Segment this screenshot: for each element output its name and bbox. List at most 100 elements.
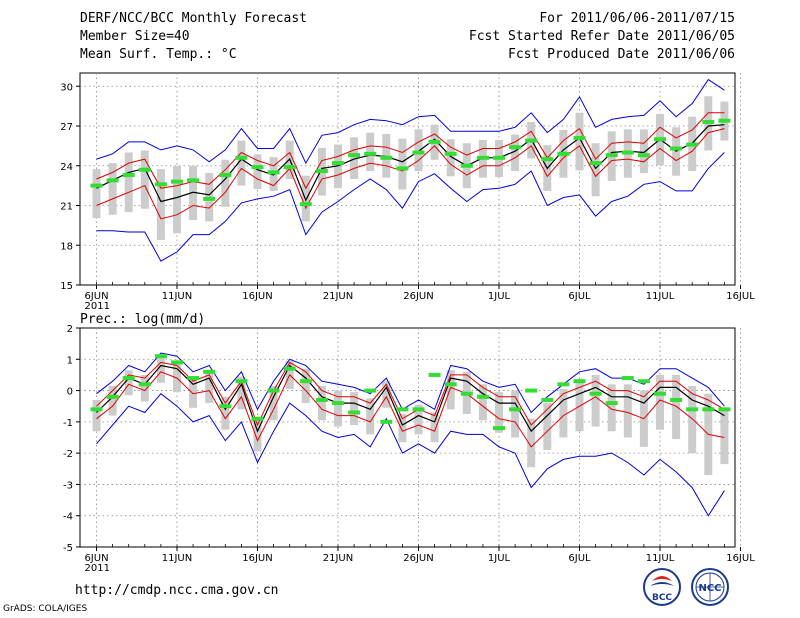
temp-observed-mark	[509, 145, 522, 150]
precip-range-box	[317, 385, 326, 421]
temp-observed-mark	[444, 151, 457, 156]
temp-xtick-label: 6JUL	[568, 291, 591, 302]
temp-observed-mark	[267, 170, 280, 175]
precip-range-box	[269, 385, 278, 421]
temp-xtick-label: 11JUL	[646, 291, 675, 302]
precip-observed-mark	[702, 407, 715, 412]
produced-date: Fcst Produced Date 2011/06/06	[508, 47, 735, 62]
temp-observed-mark	[122, 173, 135, 178]
precip-range-box	[382, 381, 391, 408]
precip-range-box	[124, 370, 133, 396]
temp-xtick-label: 16JUN	[242, 291, 272, 302]
source-url[interactable]: http://cmdp.ncc.cma.gov.cn	[75, 583, 279, 598]
temp-ytick-label: 24	[60, 162, 73, 173]
temp-observed-mark	[90, 183, 103, 188]
temp-observed-mark	[589, 161, 602, 166]
precip-observed-mark	[315, 397, 328, 402]
precip-range-box	[173, 360, 181, 393]
temp-range-box	[124, 152, 133, 213]
precip-upper-spread-line	[96, 361, 725, 427]
precip-observed-mark	[267, 388, 280, 393]
precip-xtick-label: 6JUN	[84, 553, 108, 564]
precip-ytick-label: -2	[63, 449, 73, 460]
temp-observed-mark	[219, 173, 232, 178]
precip-observed-mark	[348, 410, 361, 415]
precip-observed-mark	[589, 391, 602, 396]
precip-observed-mark	[332, 401, 344, 406]
precip-range-box	[221, 396, 230, 430]
precip-observed-mark	[412, 407, 425, 412]
temp-lower-spread-line	[96, 128, 725, 220]
temp-observed-mark	[670, 146, 683, 151]
temp-observed-mark	[718, 118, 731, 123]
temp-xtick-label: 6JUN	[84, 291, 108, 302]
precip-panel-title: Prec.: log(mm/d)	[80, 312, 206, 327]
chart-title: DERF/NCC/BCC Monthly Forecast	[80, 11, 307, 26]
temp-observed-mark	[332, 161, 344, 166]
precip-ensemble-mean-line	[96, 364, 725, 433]
temp-range-box	[575, 112, 584, 171]
precip-range-box	[623, 384, 632, 438]
member-size-label: Member Size=40	[80, 29, 190, 44]
temp-observed-mark	[154, 182, 167, 187]
precip-range-box	[350, 392, 359, 425]
temp-range-box	[140, 150, 149, 209]
precip-ytick-label: 2	[67, 324, 73, 335]
precip-xtick-year: 2011	[85, 563, 110, 574]
precip-observed-mark	[171, 360, 183, 365]
precip-observed-mark	[476, 394, 489, 399]
precip-range-box	[575, 379, 584, 432]
precip-xtick-label: 21JUN	[323, 553, 353, 564]
temp-range-box	[173, 165, 181, 234]
temp-observed-mark	[235, 155, 248, 160]
precip-range-box	[92, 399, 101, 432]
temp-observed-mark	[412, 150, 425, 155]
temp-observed-mark	[476, 155, 489, 160]
precip-observed-mark	[299, 379, 312, 384]
temp-observed-mark	[299, 202, 312, 207]
precip-ytick-label: -4	[63, 512, 73, 523]
precip-range-box	[301, 368, 310, 404]
temp-observed-mark	[525, 138, 538, 143]
temp-ytick-label: 15	[60, 281, 73, 292]
precip-observed-mark	[106, 394, 119, 399]
temp-range-box	[301, 175, 310, 222]
temp-frame	[79, 72, 736, 286]
precip-observed-mark	[90, 407, 103, 412]
precip-range-box	[543, 403, 552, 451]
temp-range-box	[591, 143, 600, 197]
precip-ytick-label: -5	[63, 543, 73, 554]
forecast-period: For 2011/06/06-2011/07/15	[539, 11, 735, 26]
ncc-logo: NCC	[691, 568, 729, 606]
temp-observed-mark	[573, 135, 586, 140]
temp-min-envelope-line	[96, 152, 725, 262]
temp-observed-mark	[621, 150, 634, 155]
temp-observed-mark	[187, 178, 200, 183]
temp-xtick-label: 26JUN	[403, 291, 433, 302]
start-date: Fcst Started Refer Date 2011/06/05	[468, 29, 735, 44]
precip-range-box	[527, 418, 536, 468]
temp-observed-mark	[380, 155, 393, 160]
temp-ytick-label: 30	[60, 82, 73, 93]
temp-range-box	[414, 129, 423, 172]
temp-observed-mark	[138, 167, 151, 172]
precip-observed-mark	[283, 366, 296, 371]
temp-xtick-label: 21JUN	[323, 291, 353, 302]
temp-observed-mark	[106, 178, 119, 183]
precip-frame	[79, 327, 736, 548]
precip-range-box	[688, 385, 697, 454]
temp-observed-mark	[348, 153, 361, 158]
precip-range-box	[672, 374, 681, 440]
precip-observed-mark	[122, 376, 135, 381]
precip-observed-mark	[364, 388, 377, 393]
temp-observed-mark	[315, 169, 328, 174]
precip-range-box	[334, 390, 342, 427]
temp-xtick-label: 16JUL	[726, 291, 755, 302]
grads-credit: GrADS: COLA/IGES	[3, 604, 88, 614]
temp-range-box	[108, 163, 117, 215]
precip-observed-mark	[686, 407, 699, 412]
temp-observed-mark	[605, 153, 618, 158]
temp-ytick-label: 27	[60, 122, 73, 133]
precip-observed-mark	[154, 354, 167, 359]
